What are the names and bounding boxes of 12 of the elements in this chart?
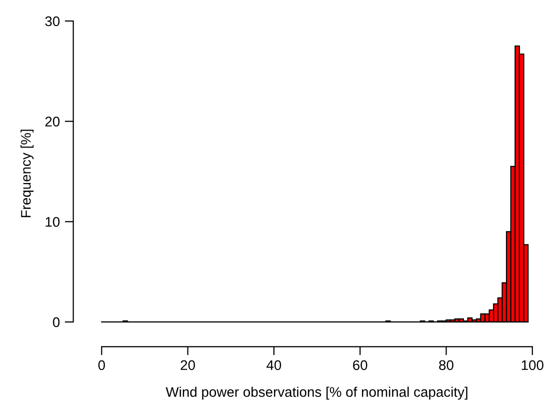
- y-tick-label: 20: [45, 116, 60, 127]
- x-tick-label: 0: [98, 360, 105, 370]
- x-tick-label: 80: [439, 360, 454, 370]
- x-tick-label: 60: [353, 360, 368, 370]
- x-axis-title: Wind power observations [% of nominal capacity]: [166, 386, 468, 400]
- x-tick-label: 100: [522, 360, 544, 370]
- x-tick-label: 40: [266, 360, 282, 370]
- x-tick-label: 20: [180, 360, 195, 370]
- y-tick-label: 0: [52, 317, 60, 328]
- y-tick-label: 10: [46, 216, 60, 227]
- y-axis-title: Frequency [%]: [20, 130, 34, 218]
- y-tick-label: 30: [45, 16, 60, 26]
